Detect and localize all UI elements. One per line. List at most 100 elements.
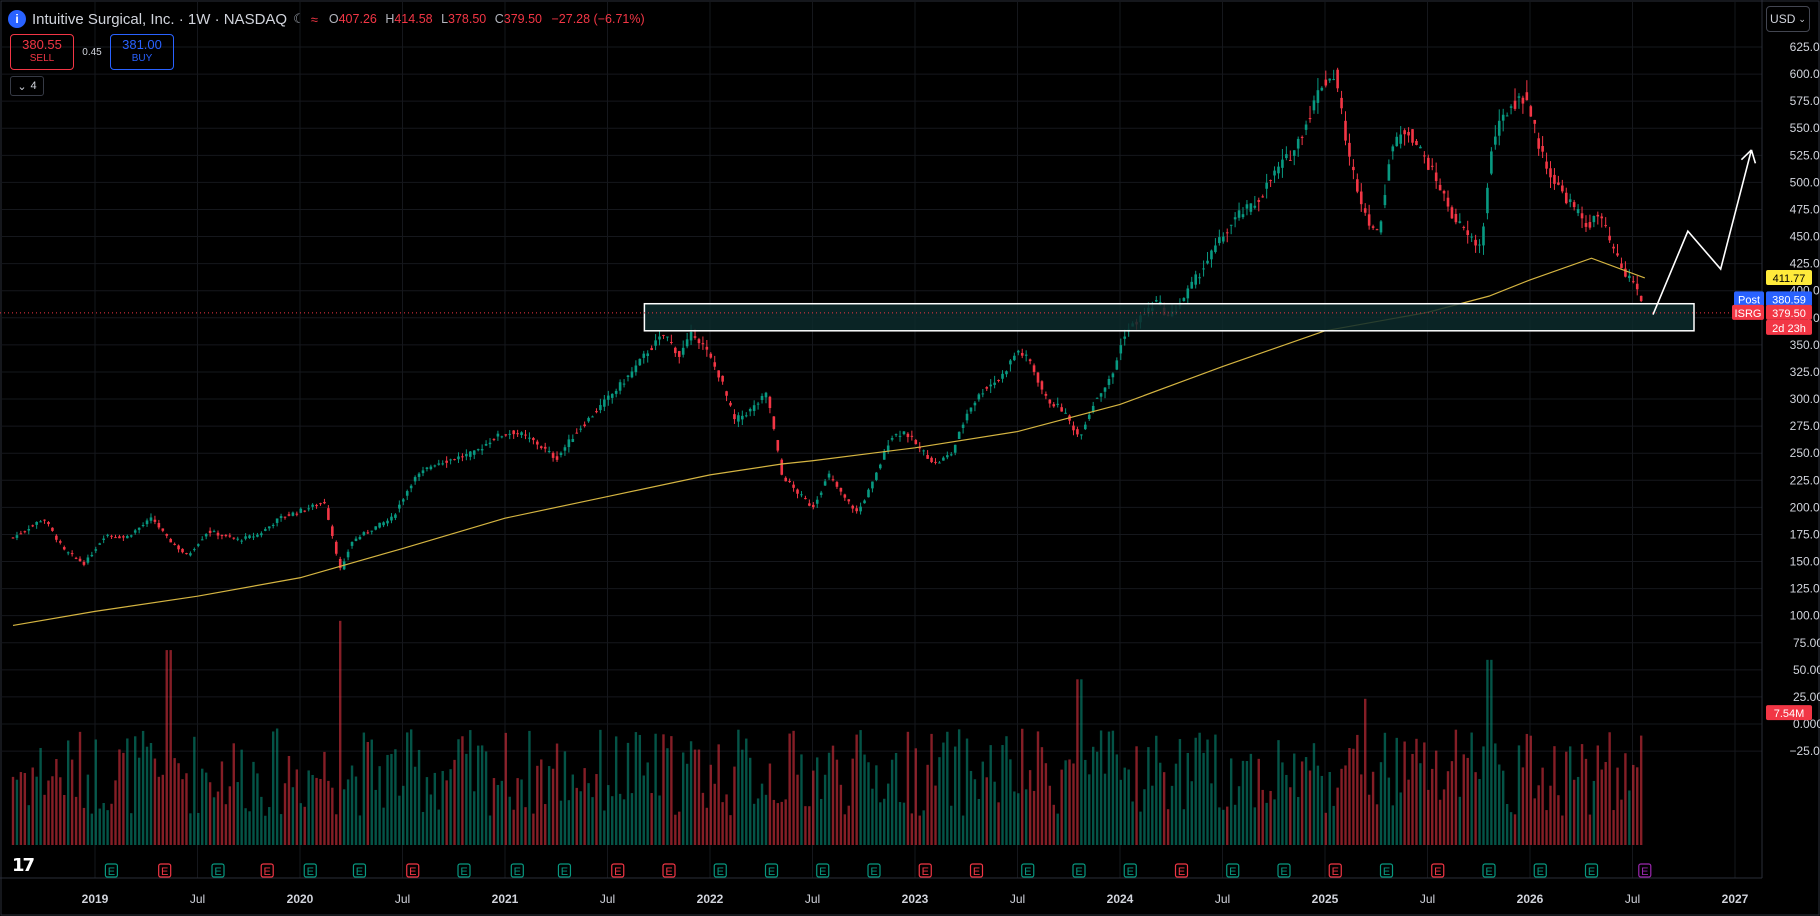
earnings-marker[interactable] [104,863,119,878]
candle-body [1592,215,1596,223]
volume-bar [386,754,389,845]
earnings-marker[interactable] [352,863,367,878]
indicators-collapse-button[interactable]: ⌄ 4 [10,76,44,96]
candle-body [630,371,634,378]
earnings-marker[interactable] [1533,863,1547,878]
compare-icon[interactable]: ≈ [310,11,318,27]
volume-bar [934,785,937,845]
volume-bar [1068,759,1071,845]
candle-body [267,526,271,529]
candle-body [252,536,255,538]
earnings-marker[interactable] [867,863,881,878]
candle-body [1032,365,1036,372]
volume-bar [1458,796,1462,845]
volume-bar [926,764,929,845]
volume-bar [240,749,243,845]
earnings-marker[interactable] [406,863,420,878]
earnings-marker[interactable] [1638,863,1652,878]
earnings-marker[interactable] [918,863,932,878]
spread-value: 0.45 [82,46,102,58]
earnings-marker[interactable] [1072,863,1086,878]
earnings-marker[interactable] [1482,863,1496,878]
earnings-marker[interactable] [611,863,625,878]
earnings-marker[interactable] [1123,863,1137,878]
candle-body [1056,403,1060,405]
candle-body [1308,117,1312,120]
earnings-marker[interactable] [1021,863,1035,878]
candle-body [539,446,543,448]
volume-bar [1513,814,1517,845]
volume-bar [86,774,90,845]
earnings-marker[interactable] [816,863,830,878]
earnings-marker[interactable] [260,863,274,878]
volume-bar [1411,753,1414,845]
earnings-marker[interactable] [1226,863,1240,878]
earnings-marker[interactable] [1584,863,1599,878]
sell-button[interactable]: 380.55 SELL [10,34,74,70]
earnings-marker[interactable] [1379,863,1394,878]
earnings-marker[interactable] [1174,863,1189,878]
volume-bar [299,803,302,845]
earnings-marker[interactable] [158,863,172,878]
company-logo-icon[interactable]: i [8,10,26,28]
volume-bar [1226,806,1229,845]
moving-average-line [12,257,1646,627]
earnings-marker[interactable] [969,863,984,878]
symbol-title[interactable]: Intuitive Surgical, Inc. · 1W · NASDAQ [32,10,288,28]
volume-bar [1438,799,1442,845]
candle-body [476,449,480,451]
price-axis-tick: 50.00 [1793,663,1820,677]
earnings-marker[interactable] [1328,863,1342,878]
volume-bar [1218,807,1221,845]
candle-body [1300,136,1304,138]
candle-body [425,467,429,470]
earnings-marker[interactable] [713,863,727,878]
volume-bar [532,813,535,845]
candle-body [157,523,161,528]
candle-body [764,392,768,398]
volume-bar [508,796,511,845]
tradingview-logo[interactable]: 17 [12,855,35,876]
candle-body [1060,407,1063,412]
volume-bar [697,749,701,845]
earnings-marker[interactable] [662,863,676,878]
candle-body [319,503,322,505]
earnings-marker[interactable] [303,863,317,878]
currency-select[interactable]: USD ⌄ [1766,6,1810,32]
earnings-marker[interactable] [1277,863,1291,878]
candle-body [15,535,19,538]
volume-bar [465,753,468,845]
support-zone-rectangle[interactable] [643,302,1695,332]
market-status-moon-icon[interactable]: ☾ [293,11,305,26]
earnings-marker[interactable] [764,863,779,878]
candle-body [1320,87,1324,91]
candle-body [815,499,819,504]
price-axis-tick: 275.00 [1790,419,1820,433]
earnings-marker-label: E [1332,866,1339,878]
indicator-count: 4 [30,80,37,92]
candle-body [465,454,468,457]
candle-body [1304,124,1308,130]
candle-body [591,416,594,418]
volume-bar [563,751,567,845]
candle-body [1608,235,1611,241]
candle-body [610,393,614,398]
candle-body [532,438,535,441]
volume-bar [721,802,724,845]
earnings-marker-label: E [614,866,621,878]
volume-bar [70,759,74,845]
candle-body [1064,412,1067,414]
volume-bar [114,780,117,845]
earnings-marker[interactable] [211,863,225,878]
projection-path[interactable] [1652,149,1753,315]
candle-body [890,438,894,440]
buy-button[interactable]: 381.00 BUY [110,34,174,70]
volume-bar [729,815,732,845]
earnings-marker[interactable] [510,863,524,878]
earnings-marker[interactable] [457,863,471,878]
earnings-marker[interactable] [557,863,572,878]
volume-bar [1198,732,1201,845]
earnings-marker[interactable] [1431,863,1445,878]
